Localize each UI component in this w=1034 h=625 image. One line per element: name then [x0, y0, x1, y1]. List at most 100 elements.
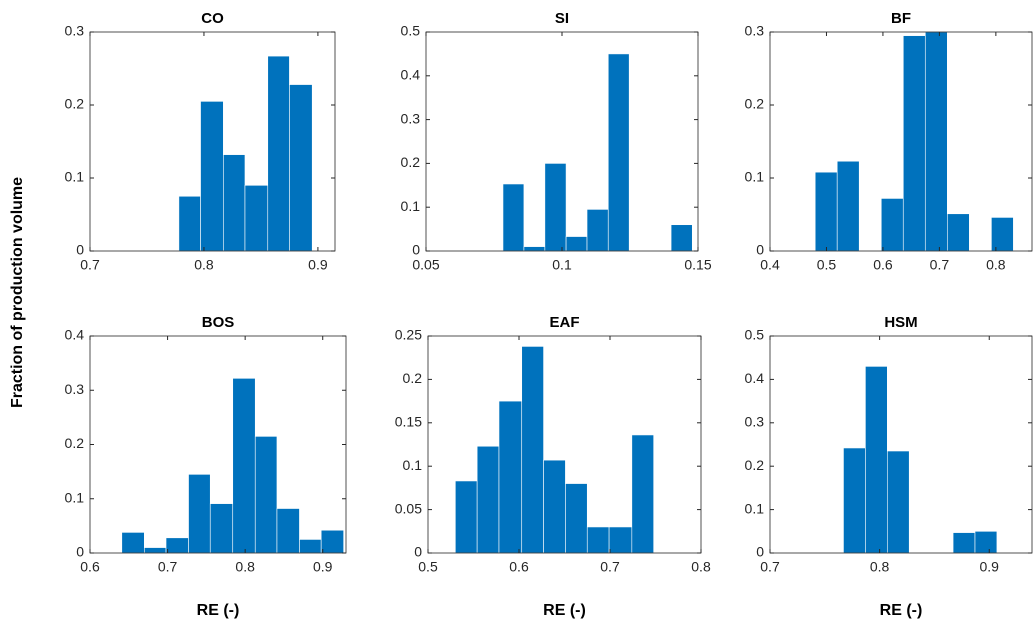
x-axis-label: RE (-)	[197, 602, 240, 619]
bar	[544, 163, 567, 252]
chart-title: BF	[891, 10, 911, 27]
bar	[523, 246, 546, 252]
y-tick-label: 0.5	[745, 327, 765, 343]
bar	[565, 483, 588, 554]
bar	[454, 480, 478, 554]
x-tick-label: 0.6	[873, 257, 893, 273]
bar	[543, 459, 566, 554]
y-tick-label: 0.2	[745, 457, 765, 473]
bar	[232, 378, 256, 554]
y-tick-label: 0.1	[745, 169, 765, 185]
y-tick-label: 0.1	[65, 169, 85, 185]
x-tick-label: 0.9	[980, 559, 1000, 575]
x-tick-label: 0.8	[986, 257, 1006, 273]
bar	[276, 508, 300, 554]
bar	[924, 31, 948, 252]
x-tick-label: 0.7	[80, 257, 100, 273]
bar	[165, 537, 189, 554]
y-tick-label: 0.3	[65, 23, 85, 39]
bar	[974, 530, 998, 554]
x-tick-label: 0.8	[691, 559, 711, 575]
bar	[607, 53, 630, 252]
y-tick-label: 0.2	[65, 96, 85, 112]
bar	[670, 224, 693, 252]
y-tick-label: 0.1	[401, 198, 421, 214]
bar	[502, 183, 525, 252]
bar	[144, 547, 167, 554]
y-tick-label: 0.2	[403, 370, 423, 386]
bar	[178, 195, 201, 252]
bar	[880, 198, 904, 252]
bar	[952, 532, 976, 554]
chart-title: EAF	[550, 314, 580, 331]
y-tick-label: 0	[756, 242, 764, 258]
bar	[476, 445, 500, 554]
y-tick-label: 0.4	[745, 370, 765, 386]
bar	[991, 217, 1014, 252]
bar	[188, 474, 211, 554]
x-axis-label: RE (-)	[880, 602, 923, 619]
x-tick-label: 0.8	[194, 257, 214, 273]
y-tick-label: 0.3	[745, 414, 765, 430]
chart-title: CO	[201, 10, 224, 27]
bar	[521, 346, 544, 554]
x-tick-label: 0.7	[760, 559, 780, 575]
x-tick-label: 0.1	[552, 257, 572, 273]
y-tick-label: 0.1	[65, 489, 85, 505]
bar	[902, 35, 926, 252]
x-tick-label: 0.05	[412, 257, 439, 273]
x-tick-label: 0.6	[80, 559, 100, 575]
bar	[121, 532, 145, 554]
chart-title: SI	[555, 10, 569, 27]
x-tick-label: 0.7	[930, 257, 950, 273]
bar	[498, 400, 523, 554]
bar	[320, 529, 344, 554]
bar	[947, 213, 970, 252]
y-tick-label: 0.2	[745, 96, 765, 112]
y-tick-label: 0.3	[745, 23, 765, 39]
bar	[565, 236, 588, 252]
bar	[631, 434, 654, 554]
bar	[267, 55, 290, 252]
x-tick-label: 0.7	[158, 559, 178, 575]
y-tick-label: 0.15	[395, 414, 422, 430]
y-tick-label: 0.4	[401, 67, 421, 83]
x-tick-label: 0.9	[308, 257, 328, 273]
y-tick-label: 0	[414, 544, 422, 560]
axes-box	[769, 335, 1033, 554]
x-tick-label: 0.5	[817, 257, 837, 273]
y-tick-label: 0.1	[745, 500, 765, 516]
x-tick-label: 0.8	[235, 559, 255, 575]
bar	[608, 526, 633, 554]
x-tick-label: 0.15	[684, 257, 711, 273]
x-axis-label: RE (-)	[543, 602, 586, 619]
bar	[886, 450, 910, 554]
chart-title: HSM	[884, 314, 917, 331]
y-tick-label: 0.3	[65, 381, 85, 397]
bar	[244, 185, 269, 252]
x-tick-label: 0.7	[600, 559, 620, 575]
bar	[843, 447, 866, 554]
bar	[209, 503, 234, 554]
y-tick-label: 0.05	[395, 500, 422, 516]
y-tick-label: 0.3	[401, 110, 421, 126]
y-tick-label: 0.25	[395, 327, 422, 343]
bar	[254, 436, 278, 554]
bar	[299, 539, 322, 554]
x-tick-label: 0.4	[760, 257, 780, 273]
axes-box	[89, 31, 336, 252]
x-tick-label: 0.9	[313, 559, 333, 575]
y-tick-label: 0.1	[403, 457, 423, 473]
bar	[865, 366, 888, 554]
y-tick-label: 0	[76, 544, 84, 560]
bar	[836, 160, 860, 252]
bar	[586, 209, 609, 252]
y-tick-label: 0	[756, 544, 764, 560]
y-tick-label: 0.5	[401, 23, 421, 39]
y-tick-label: 0.4	[65, 327, 85, 343]
bar	[289, 84, 313, 252]
bar	[223, 154, 246, 252]
y-tick-label: 0.2	[65, 435, 85, 451]
bar	[586, 526, 610, 554]
